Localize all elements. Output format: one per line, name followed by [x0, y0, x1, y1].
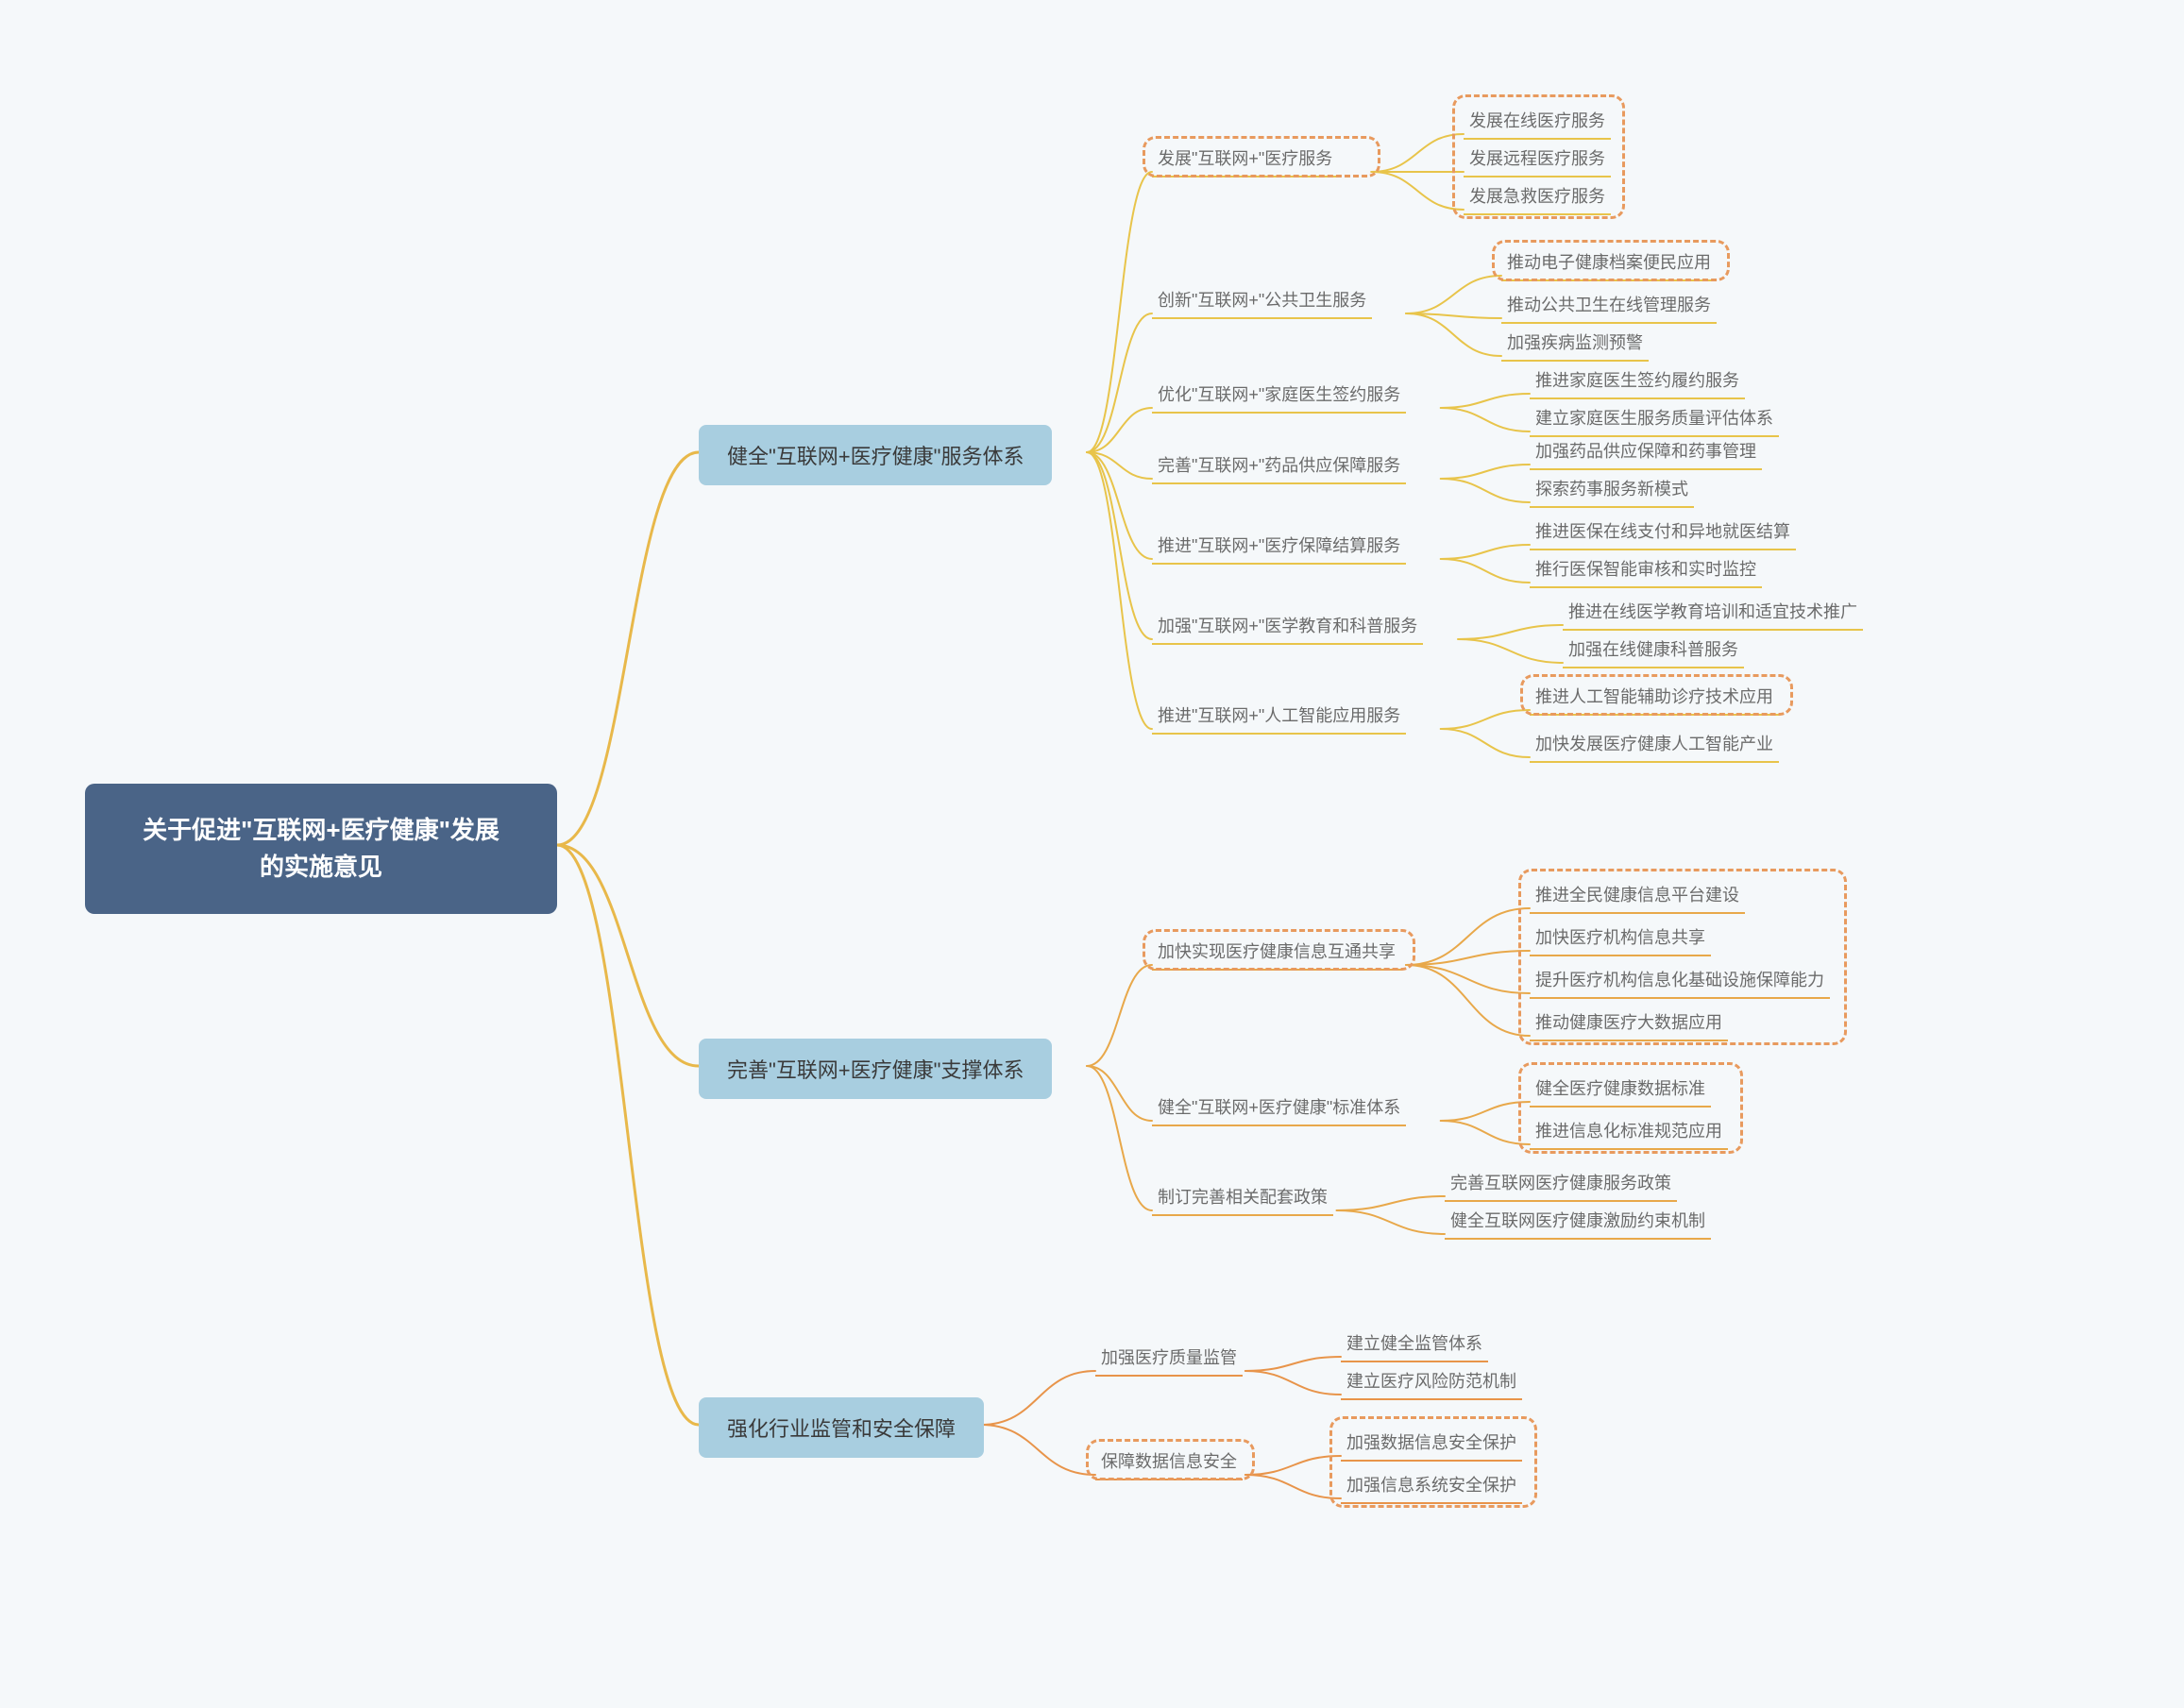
- level2-node[interactable]: 推进"互联网+"人工智能应用服务: [1152, 699, 1406, 735]
- level2-node[interactable]: 制订完善相关配套政策: [1152, 1180, 1333, 1216]
- highlight-group: [1452, 94, 1625, 219]
- branch-node[interactable]: 完善"互联网+医疗健康"支撑体系: [699, 1039, 1052, 1099]
- level3-node[interactable]: 推动公共卫生在线管理服务: [1501, 288, 1717, 324]
- highlight-group: [1520, 674, 1793, 716]
- level3-node[interactable]: 加强疾病监测预警: [1501, 326, 1649, 362]
- level2-node[interactable]: 健全"互联网+医疗健康"标准体系: [1152, 1091, 1406, 1126]
- level2-node[interactable]: 创新"互联网+"公共卫生服务: [1152, 283, 1372, 319]
- level2-node[interactable]: 加强"互联网+"医学教育和科普服务: [1152, 609, 1423, 645]
- level3-node[interactable]: 加强在线健康科普服务: [1563, 633, 1744, 668]
- level3-node[interactable]: 建立家庭医生服务质量评估体系: [1530, 401, 1779, 437]
- level2-node[interactable]: 完善"互联网+"药品供应保障服务: [1152, 448, 1406, 484]
- root-line2: 的实施意见: [123, 849, 519, 886]
- level3-node[interactable]: 建立医疗风险防范机制: [1341, 1364, 1522, 1400]
- level3-node[interactable]: 推进在线医学教育培训和适宜技术推广: [1563, 595, 1863, 631]
- level3-node[interactable]: 推进家庭医生签约履约服务: [1530, 364, 1745, 399]
- level2-node[interactable]: 加强医疗质量监管: [1095, 1341, 1243, 1377]
- branch-node[interactable]: 强化行业监管和安全保障: [699, 1397, 984, 1458]
- level3-node[interactable]: 推行医保智能审核和实时监控: [1530, 552, 1762, 588]
- highlight-group: [1143, 929, 1415, 971]
- level2-node[interactable]: 优化"互联网+"家庭医生签约服务: [1152, 378, 1406, 414]
- highlight-group: [1143, 136, 1380, 178]
- level3-node[interactable]: 健全互联网医疗健康激励约束机制: [1445, 1204, 1711, 1240]
- highlight-group: [1518, 869, 1847, 1045]
- highlight-group: [1086, 1439, 1255, 1480]
- root-line1: 关于促进"互联网+医疗健康"发展: [123, 812, 519, 849]
- level3-node[interactable]: 完善互联网医疗健康服务政策: [1445, 1166, 1677, 1202]
- highlight-group: [1492, 240, 1730, 281]
- level3-node[interactable]: 推进医保在线支付和异地就医结算: [1530, 515, 1796, 550]
- branch-node[interactable]: 健全"互联网+医疗健康"服务体系: [699, 425, 1052, 485]
- root-node[interactable]: 关于促进"互联网+医疗健康"发展的实施意见: [85, 784, 557, 914]
- highlight-group: [1518, 1062, 1743, 1154]
- level2-node[interactable]: 推进"互联网+"医疗保障结算服务: [1152, 529, 1406, 565]
- level3-node[interactable]: 加强药品供应保障和药事管理: [1530, 434, 1762, 470]
- level3-node[interactable]: 探索药事服务新模式: [1530, 472, 1694, 508]
- level3-node[interactable]: 建立健全监管体系: [1341, 1327, 1488, 1362]
- level3-node[interactable]: 加快发展医疗健康人工智能产业: [1530, 727, 1779, 763]
- highlight-group: [1329, 1416, 1537, 1508]
